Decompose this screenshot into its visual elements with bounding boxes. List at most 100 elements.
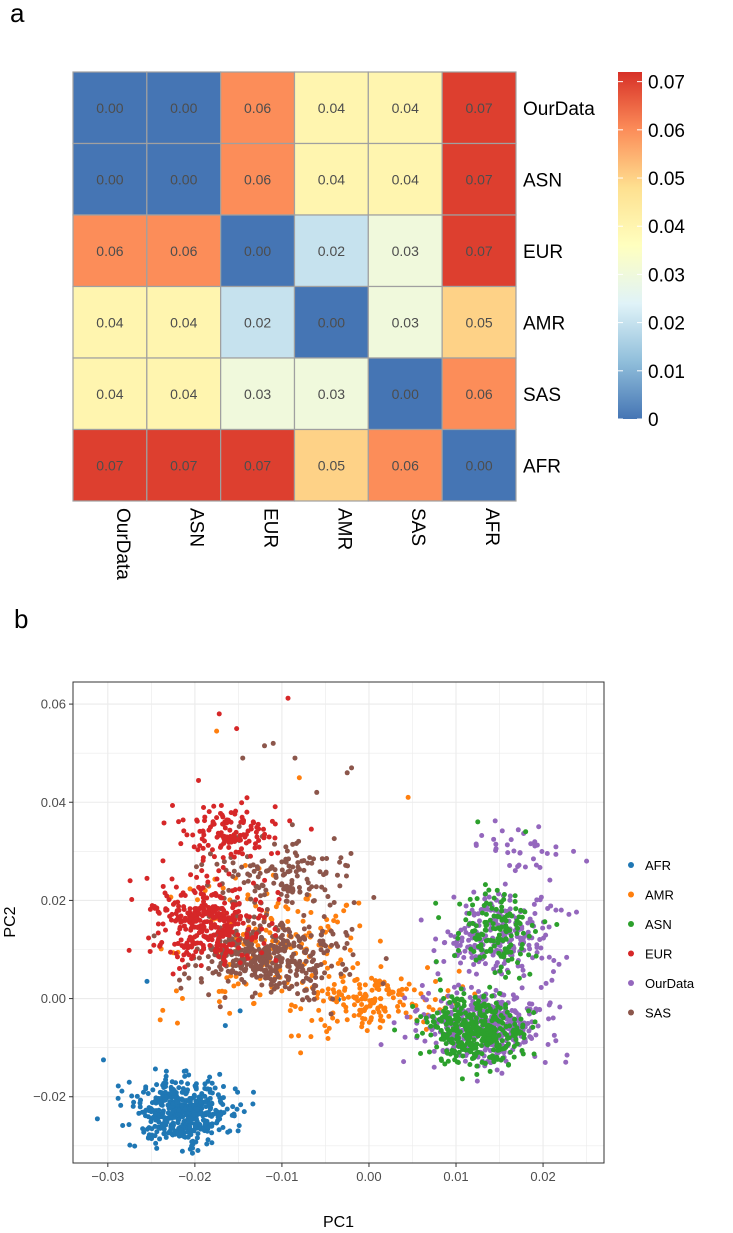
data-point bbox=[311, 856, 317, 862]
heatmap-cell-label: 0.03 bbox=[318, 386, 345, 402]
data-point bbox=[462, 948, 468, 954]
data-point bbox=[516, 975, 522, 981]
data-point bbox=[205, 879, 211, 885]
data-point bbox=[226, 844, 232, 850]
data-point bbox=[196, 955, 202, 961]
data-point bbox=[274, 984, 280, 990]
data-point bbox=[511, 1054, 517, 1060]
data-point bbox=[492, 1009, 498, 1015]
data-point bbox=[539, 955, 545, 961]
data-point bbox=[496, 950, 502, 956]
data-point bbox=[323, 869, 329, 875]
data-point bbox=[546, 954, 552, 960]
data-point bbox=[584, 858, 590, 864]
data-point bbox=[255, 866, 261, 872]
data-point bbox=[254, 974, 260, 980]
data-point bbox=[317, 938, 323, 944]
data-point bbox=[209, 1090, 215, 1096]
series-afr bbox=[94, 978, 341, 1156]
data-point bbox=[538, 894, 544, 900]
data-point bbox=[448, 932, 454, 938]
data-point bbox=[504, 1032, 510, 1038]
data-point bbox=[503, 1024, 509, 1030]
data-point bbox=[168, 917, 174, 923]
data-point bbox=[181, 828, 187, 834]
data-point bbox=[219, 905, 225, 911]
data-point bbox=[191, 1127, 197, 1133]
data-point bbox=[294, 853, 300, 859]
data-point bbox=[383, 956, 389, 962]
data-point bbox=[193, 949, 199, 955]
data-point bbox=[181, 1134, 187, 1140]
data-point bbox=[210, 970, 216, 976]
data-point bbox=[503, 1043, 509, 1049]
data-point bbox=[155, 930, 161, 936]
heatmap-cell-label: 0.05 bbox=[318, 457, 345, 473]
data-point bbox=[234, 894, 240, 900]
data-point bbox=[495, 1047, 501, 1053]
data-point bbox=[248, 896, 254, 902]
data-point bbox=[268, 942, 274, 948]
data-point bbox=[303, 970, 309, 976]
data-point bbox=[253, 897, 259, 903]
data-point bbox=[455, 1035, 461, 1041]
data-point bbox=[192, 1123, 198, 1129]
data-point bbox=[452, 1048, 458, 1054]
data-point bbox=[182, 1073, 188, 1079]
data-point bbox=[359, 1020, 365, 1026]
data-point bbox=[490, 938, 496, 944]
heatmap-cell-label: 0.04 bbox=[170, 386, 197, 402]
heatmap-cell bbox=[441, 285, 517, 359]
data-point bbox=[511, 996, 517, 1002]
heatmap-cell-label: 0.04 bbox=[392, 100, 419, 116]
data-point bbox=[170, 1101, 176, 1107]
data-point bbox=[228, 851, 234, 857]
data-point bbox=[434, 1010, 440, 1016]
data-point bbox=[240, 755, 246, 761]
data-point bbox=[433, 959, 439, 965]
data-point bbox=[210, 1111, 216, 1117]
data-point bbox=[185, 945, 191, 951]
data-point bbox=[443, 1041, 449, 1047]
data-point bbox=[129, 1093, 135, 1099]
data-point bbox=[456, 968, 462, 974]
data-point bbox=[458, 986, 464, 992]
data-point bbox=[177, 977, 183, 983]
data-point bbox=[193, 1139, 199, 1145]
data-point bbox=[322, 970, 328, 976]
data-point bbox=[216, 1112, 222, 1118]
data-point bbox=[285, 695, 291, 701]
data-point bbox=[151, 933, 157, 939]
y-tick-label: −0.02 bbox=[33, 1089, 66, 1104]
legend-key-eur bbox=[628, 950, 634, 957]
data-point bbox=[483, 1041, 489, 1047]
y-axis-title: PC2 bbox=[2, 906, 19, 937]
data-point bbox=[506, 1061, 512, 1067]
data-point bbox=[301, 858, 307, 864]
data-point bbox=[441, 940, 447, 946]
data-point bbox=[209, 1140, 215, 1146]
data-point bbox=[239, 977, 245, 983]
data-point bbox=[249, 937, 255, 943]
data-point bbox=[251, 1001, 257, 1007]
data-point bbox=[359, 1007, 365, 1013]
data-point bbox=[281, 886, 287, 892]
data-point bbox=[378, 1013, 384, 1019]
data-point bbox=[314, 962, 320, 968]
data-point bbox=[447, 999, 453, 1005]
data-point bbox=[331, 900, 337, 906]
heatmap-cell bbox=[146, 428, 222, 502]
data-point bbox=[187, 1106, 193, 1112]
data-point bbox=[226, 871, 232, 877]
data-point bbox=[319, 988, 325, 994]
data-point bbox=[251, 920, 257, 926]
data-point bbox=[300, 978, 306, 984]
data-point bbox=[340, 961, 346, 967]
data-point bbox=[178, 937, 184, 943]
data-point bbox=[214, 861, 220, 867]
data-point bbox=[144, 875, 150, 881]
data-point bbox=[507, 911, 513, 917]
data-point bbox=[325, 991, 331, 997]
data-point bbox=[435, 1024, 441, 1030]
data-point bbox=[205, 1137, 211, 1143]
